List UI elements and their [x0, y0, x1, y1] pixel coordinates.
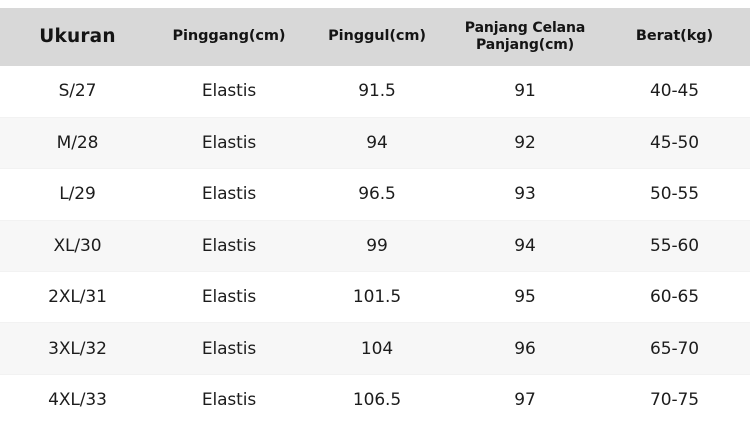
cell-pinggang: Elastis: [155, 168, 303, 221]
cell-berat: 55-60: [599, 219, 750, 272]
cell-panjang: 91: [514, 81, 536, 102]
cell-panjang: 96: [451, 322, 599, 375]
cell-pinggang: Elastis: [155, 373, 303, 426]
cell-pinggang: Elastis: [155, 322, 303, 375]
cell-berat: 65-70: [599, 322, 750, 375]
column-header-pinggul: Pinggul(cm): [303, 8, 451, 66]
cell-ukuran: S/27: [58, 81, 97, 102]
cell-pinggul: 96.5: [303, 168, 451, 221]
cell-pinggang: Elastis: [155, 271, 303, 323]
cell-ukuran: 3XL/32: [0, 322, 155, 375]
table-row: XL/30 Elastis 99 94 55-60: [0, 219, 750, 272]
cell-berat: 40-45: [650, 81, 699, 102]
cell-pinggang: Elastis: [201, 81, 257, 102]
table-row: 2XL/31 Elastis 101.5 95 60-65: [0, 271, 750, 323]
cell-berat: 50-55: [599, 168, 750, 221]
cell-berat: 70-75: [599, 373, 750, 426]
column-header-ukuran: Ukuran: [0, 8, 155, 66]
cell-pinggang: Elastis: [155, 219, 303, 272]
table-row: S/27 Elastis 91.5 91 40-45: [0, 66, 750, 118]
table-row: L/29 Elastis 96.5 93 50-55: [0, 168, 750, 221]
cell-panjang: 94: [451, 219, 599, 272]
header-row: Ukuran Pinggang(cm) Pinggul(cm) Panjang …: [0, 8, 750, 66]
cell-ukuran: M/28: [0, 116, 155, 169]
table-header: Ukuran Pinggang(cm) Pinggul(cm) Panjang …: [0, 8, 750, 66]
cell-ukuran: XL/30: [0, 219, 155, 272]
table-body: S/27 Elastis 91.5 91 40-45 M/28 Elastis …: [0, 66, 750, 426]
size-chart-table: Ukuran Pinggang(cm) Pinggul(cm) Panjang …: [0, 8, 750, 426]
cell-pinggul: 104: [303, 322, 451, 375]
cell-pinggul: 99: [303, 219, 451, 272]
cell-pinggul: 101.5: [303, 271, 451, 323]
cell-ukuran: L/29: [0, 168, 155, 221]
cell-pinggang: Elastis: [155, 116, 303, 169]
column-header-panjang: Panjang Celana Panjang(cm): [451, 8, 599, 66]
cell-panjang: 95: [451, 271, 599, 323]
column-header-pinggang: Pinggang(cm): [155, 8, 303, 66]
cell-berat: 45-50: [599, 116, 750, 169]
cell-panjang: 92: [451, 116, 599, 169]
cell-panjang: 93: [451, 168, 599, 221]
column-header-berat: Berat(kg): [599, 8, 750, 66]
cell-berat: 60-65: [599, 271, 750, 323]
cell-panjang: 97: [451, 373, 599, 426]
cell-ukuran: 2XL/31: [0, 271, 155, 323]
table-row: 4XL/33 Elastis 106.5 97 70-75: [0, 373, 750, 426]
cell-pinggul: 106.5: [303, 373, 451, 426]
cell-ukuran: 4XL/33: [0, 373, 155, 426]
table-row: 3XL/32 Elastis 104 96 65-70: [0, 322, 750, 375]
cell-pinggul: 94: [303, 116, 451, 169]
table-row: M/28 Elastis 94 92 45-50: [0, 116, 750, 169]
cell-pinggul: 91.5: [358, 81, 396, 102]
